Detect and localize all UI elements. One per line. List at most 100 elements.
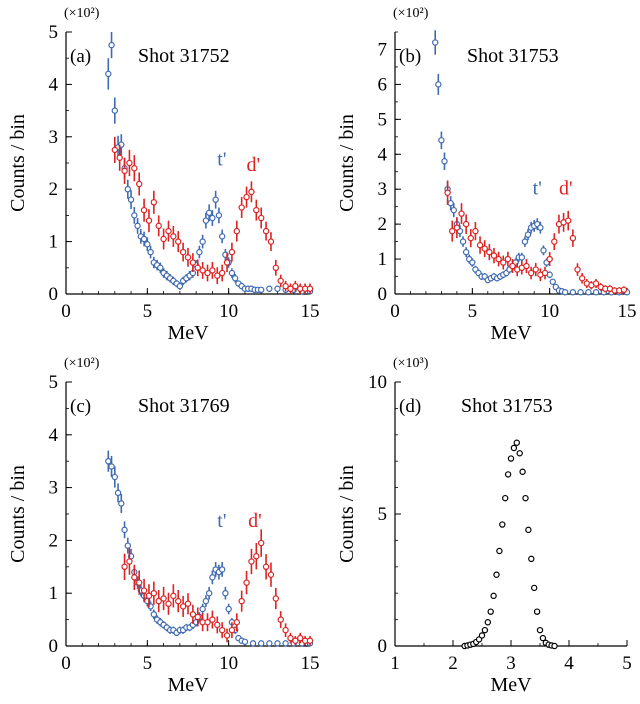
data-point (199, 238, 206, 245)
data-point (124, 542, 132, 549)
x-tick-label: 5 (622, 653, 632, 674)
data-point (121, 526, 128, 534)
data-point (179, 603, 187, 610)
data-point (287, 634, 294, 642)
data-point (258, 640, 265, 647)
data-point (131, 574, 138, 581)
data-point (551, 642, 558, 650)
data-point (258, 539, 265, 547)
axis-multiplier: (×10²) (64, 356, 100, 371)
data-point (438, 137, 445, 144)
data-point (140, 235, 148, 243)
data-point (189, 611, 197, 618)
data-point (194, 613, 201, 621)
y-tick-label: 4 (49, 425, 59, 446)
data-point (124, 185, 132, 193)
data-point (175, 597, 182, 605)
data-point (537, 224, 544, 231)
peak-annotation: d' (559, 177, 573, 199)
data-point (277, 616, 284, 623)
data-point (472, 227, 479, 235)
data-point (262, 227, 270, 235)
data-point (592, 289, 600, 296)
data-point (196, 248, 203, 256)
y-tick-label: 4 (49, 74, 59, 95)
data-point (249, 640, 257, 647)
data-point (111, 107, 119, 114)
data-point (490, 252, 498, 259)
x-tick-label: 5 (143, 301, 153, 322)
data-point (116, 154, 123, 161)
data-point (126, 558, 133, 565)
data-point (214, 621, 221, 629)
data-point (306, 637, 314, 644)
data-point (459, 238, 467, 245)
data-point (462, 220, 470, 228)
data-point (500, 259, 507, 266)
data-point (509, 262, 516, 270)
series-red (121, 529, 314, 646)
data-point (435, 81, 442, 88)
x-axis-label: MeV (490, 322, 532, 344)
data-point (228, 269, 236, 277)
x-axis-label: MeV (490, 674, 532, 696)
data-point (248, 558, 255, 565)
data-point (569, 289, 577, 296)
data-point (108, 463, 115, 470)
data-point (541, 269, 549, 277)
data-point (184, 600, 192, 607)
y-tick-label: 1 (49, 583, 59, 604)
data-point (135, 180, 143, 188)
data-point (569, 234, 577, 242)
y-axis-label: Counts / bin (336, 465, 358, 563)
data-point (476, 241, 484, 249)
data-point (218, 626, 226, 634)
y-tick-label: 7 (378, 39, 388, 60)
data-point (292, 282, 299, 290)
panel-label: (d) (399, 396, 421, 417)
data-point (507, 455, 515, 462)
data-point (504, 255, 512, 263)
data-point (150, 590, 158, 597)
x-tick-label: 10 (219, 301, 238, 322)
data-point (209, 214, 216, 222)
data-point (233, 619, 240, 626)
peak-annotation: t' (217, 510, 226, 532)
x-tick-label: 5 (143, 653, 153, 674)
data-point (111, 473, 119, 481)
panel-label: (b) (399, 46, 421, 67)
y-tick-label: 2 (378, 214, 388, 235)
chart-panel: 0 5 10 15 0 1 2 3 4 5 MeV Counts / bin (×10²) (a) Shot… (7, 6, 320, 344)
data-point (523, 262, 530, 270)
data-point (228, 248, 236, 256)
x-tick-label: 2 (448, 653, 458, 674)
chart-title: Shot 31753 (467, 45, 559, 67)
y-tick-label: 1 (378, 249, 388, 270)
data-point (135, 579, 143, 586)
data-point (266, 285, 273, 292)
axis-multiplier: (×10³) (393, 356, 429, 371)
data-point (282, 626, 289, 634)
chart-title: Shot 31753 (461, 395, 553, 417)
data-point (267, 238, 275, 245)
data-point (199, 267, 206, 274)
data-point (155, 597, 162, 605)
series-blue (432, 30, 631, 296)
data-point (147, 248, 154, 256)
data-point (577, 289, 584, 296)
axis-multiplier: (×10²) (64, 6, 100, 21)
data-point (243, 579, 250, 586)
data-point (105, 458, 112, 465)
data-point (131, 165, 138, 172)
y-tick-label: 0 (49, 636, 59, 657)
y-tick-label: 2 (49, 530, 59, 551)
data-point (524, 231, 532, 238)
data-point (539, 634, 547, 642)
data-point (585, 289, 592, 296)
data-point (441, 158, 448, 165)
data-point (184, 254, 192, 261)
x-tick-label: 0 (61, 653, 71, 674)
data-point (222, 590, 229, 597)
y-tick-label: 3 (378, 179, 388, 200)
data-point (253, 553, 260, 560)
